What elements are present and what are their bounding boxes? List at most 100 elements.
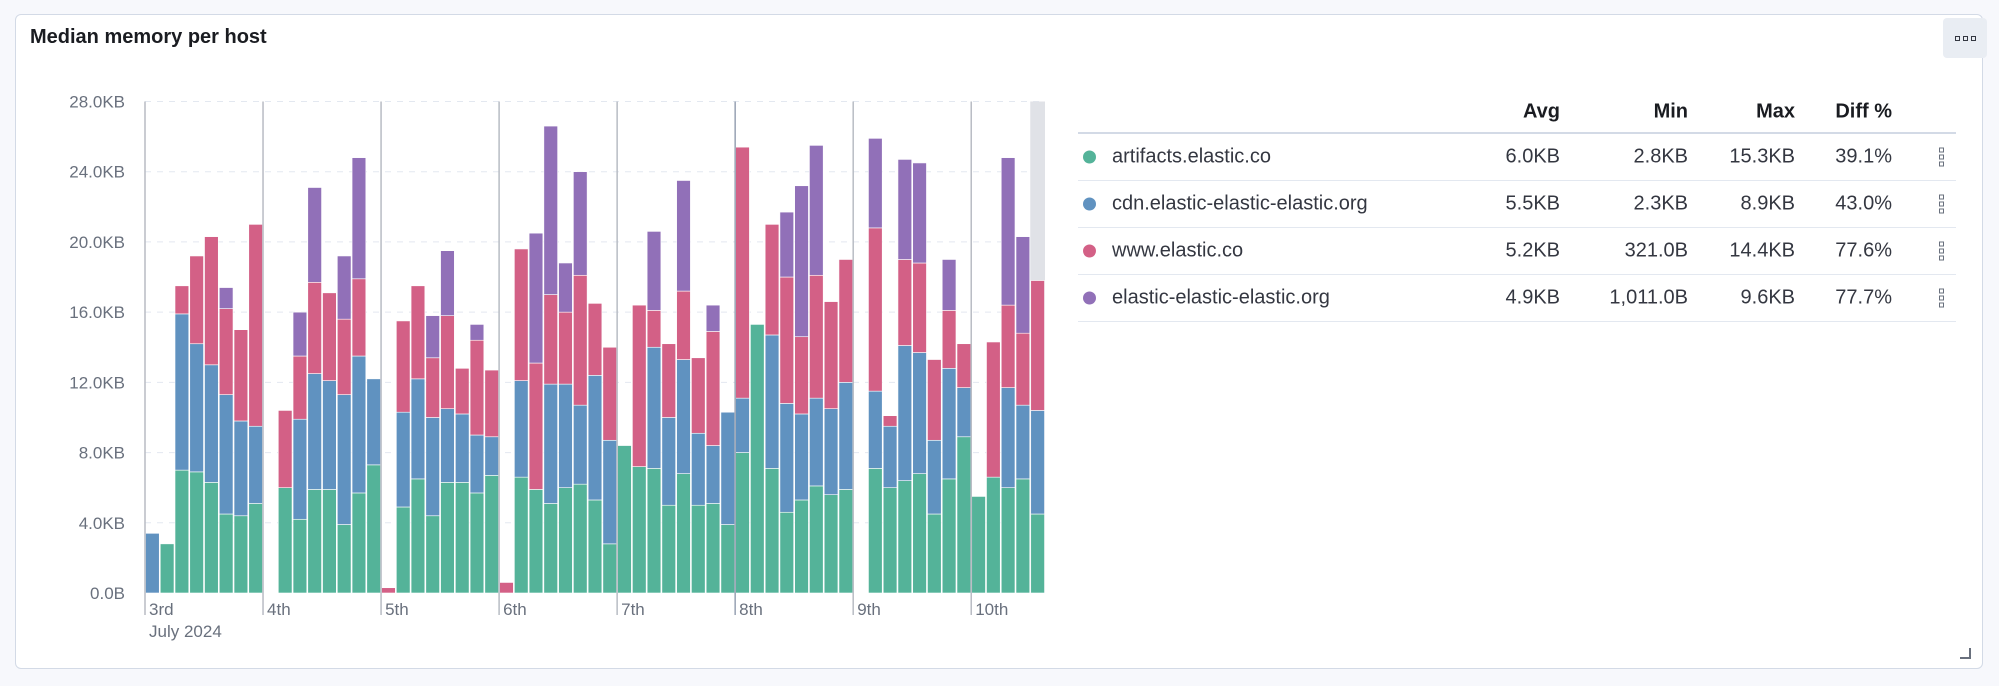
series-name[interactable]: www.elastic.co [1112, 239, 1244, 262]
bar-segment-1[interactable] [410, 478, 426, 594]
bar-segment-3[interactable] [499, 582, 514, 594]
bar-segment-1[interactable] [764, 468, 780, 594]
bar-segment-4[interactable] [1000, 157, 1016, 306]
bar-segment-3[interactable] [1015, 332, 1031, 406]
bar-segment-3[interactable] [381, 587, 396, 594]
bar-segment-2[interactable] [174, 313, 190, 471]
stacked-bar-chart[interactable]: 0.0B 4.0KB 8.0KB 12.0KB 16.0KB 20.0KB 24.0KB 28… [0, 0, 1060, 686]
bar-segment-1[interactable] [897, 480, 913, 594]
bar-segment-2[interactable] [484, 436, 499, 476]
row-actions-icon[interactable] [1939, 194, 1944, 214]
bar-segment-1[interactable] [1000, 487, 1016, 594]
bar-segment-2[interactable] [351, 355, 367, 494]
bar-segment-1[interactable] [277, 487, 293, 594]
bar-segment-3[interactable] [558, 311, 573, 385]
bar-segment-2[interactable] [218, 394, 234, 515]
bar-segment-3[interactable] [912, 262, 927, 353]
bar-segment-3[interactable] [809, 274, 824, 399]
bar-segment-2[interactable] [912, 352, 927, 474]
bar-segment-2[interactable] [735, 397, 750, 453]
bar-segment-4[interactable] [469, 324, 485, 341]
row-actions-icon[interactable] [1939, 147, 1944, 167]
bar-segment-1[interactable] [927, 513, 942, 594]
bar-segment-1[interactable] [661, 504, 676, 594]
bar-segment-2[interactable] [956, 387, 972, 438]
bar-segment-4[interactable] [543, 125, 558, 295]
bar-segment-4[interactable] [218, 287, 234, 309]
bar-segment-2[interactable] [145, 533, 160, 594]
header-max[interactable]: Max [1756, 100, 1795, 123]
bar-segment-3[interactable] [602, 346, 617, 441]
bar-segment-2[interactable] [455, 413, 470, 483]
bar-segment-3[interactable] [956, 343, 972, 388]
bar-segment-1[interactable] [204, 482, 219, 594]
bar-segment-3[interactable] [425, 357, 440, 418]
bar-segment-4[interactable] [558, 262, 573, 313]
bar-segment-2[interactable] [558, 383, 573, 488]
bar-segment-1[interactable] [602, 543, 617, 594]
series-name[interactable]: cdn.elastic-elastic-elastic.org [1112, 192, 1368, 215]
bar-segment-2[interactable] [646, 346, 662, 469]
bar-segment-2[interactable] [868, 390, 883, 469]
bar-segment-4[interactable] [573, 171, 588, 276]
bar-segment-3[interactable] [691, 357, 706, 434]
bar-segment-2[interactable] [794, 413, 809, 501]
bar-segment-2[interactable] [425, 417, 440, 517]
bar-segment-2[interactable] [1000, 387, 1016, 488]
bar-segment-2[interactable] [440, 408, 455, 483]
bar-segment-3[interactable] [292, 355, 308, 420]
bar-segment-1[interactable] [809, 485, 824, 594]
row-actions-icon[interactable] [1939, 241, 1944, 261]
bar-segment-3[interactable] [794, 336, 809, 415]
bar-segment-1[interactable] [558, 487, 573, 594]
bar-segment-1[interactable] [528, 489, 544, 594]
bar-segment-4[interactable] [779, 211, 794, 278]
bar-segment-3[interactable] [410, 285, 426, 380]
bar-segment-1[interactable] [543, 503, 558, 594]
bar-segment-3[interactable] [882, 415, 898, 427]
bar-segment-1[interactable] [971, 496, 986, 594]
bar-segment-2[interactable] [897, 345, 913, 481]
bar-segment-2[interactable] [322, 380, 337, 490]
bar-segment-1[interactable] [425, 515, 440, 594]
bar-segment-3[interactable] [337, 318, 352, 395]
bar-segment-4[interactable] [912, 162, 927, 264]
bar-segment-3[interactable] [1000, 304, 1016, 388]
bar-segment-3[interactable] [823, 301, 839, 409]
bar-segment-4[interactable] [809, 145, 824, 276]
bar-segment-3[interactable] [927, 359, 942, 441]
bar-segment-2[interactable] [602, 439, 617, 545]
series-name[interactable]: artifacts.elastic.co [1112, 145, 1271, 168]
bar-segment-3[interactable] [705, 331, 721, 446]
bar-segment-4[interactable] [528, 232, 544, 364]
bar-segment-1[interactable] [912, 473, 927, 594]
bar-segment-3[interactable] [514, 248, 529, 381]
bar-segment-1[interactable] [587, 499, 603, 594]
bar-segment-1[interactable] [941, 478, 957, 594]
bar-segment-1[interactable] [440, 482, 455, 594]
bar-segment-3[interactable] [543, 294, 558, 385]
bar-segment-2[interactable] [396, 411, 411, 508]
bar-segment-2[interactable] [1015, 404, 1031, 480]
bar-segment-3[interactable] [248, 224, 263, 427]
bar-segment-3[interactable] [484, 369, 499, 438]
bar-segment-1[interactable] [617, 445, 632, 594]
bar-segment-2[interactable] [337, 394, 352, 525]
bar-segment-2[interactable] [882, 425, 898, 488]
bar-segment-3[interactable] [189, 255, 204, 345]
bar-segment-1[interactable] [248, 503, 263, 594]
bar-segment-1[interactable] [514, 476, 529, 594]
bar-segment-3[interactable] [868, 227, 883, 392]
bar-segment-1[interactable] [646, 468, 662, 594]
bar-segment-1[interactable] [351, 492, 367, 594]
bar-segment-1[interactable] [1030, 513, 1045, 594]
bar-segment-1[interactable] [705, 503, 721, 594]
bar-segment-1[interactable] [882, 487, 898, 594]
bar-segment-4[interactable] [292, 311, 308, 357]
bar-segment-3[interactable] [897, 259, 913, 346]
row-actions-icon[interactable] [1939, 288, 1944, 308]
bar-segment-1[interactable] [676, 473, 691, 594]
bar-segment-1[interactable] [174, 469, 190, 594]
bar-segment-1[interactable] [823, 494, 839, 594]
bar-segment-2[interactable] [204, 364, 219, 483]
